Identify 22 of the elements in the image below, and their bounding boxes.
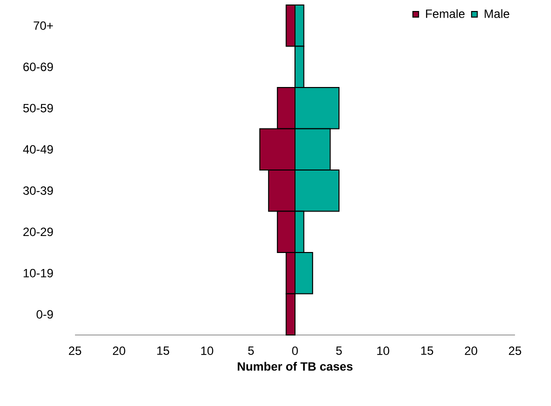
x-tick-label: 10 [201,346,214,356]
y-tick-label: 30-39 [23,186,53,195]
y-tick-label: 20-29 [23,228,53,236]
y-tick-label: 0-9 [36,310,53,319]
legend-label: Male [484,9,510,18]
y-tick-label: 60-69 [23,62,53,72]
x-tick-label: 5 [248,346,254,355]
y-tick-label: 50-59 [23,104,53,112]
x-axis-title: Number of TB cases [238,362,353,371]
x-tick-label: 20 [464,346,478,356]
y-tick-label: 70+ [34,21,53,30]
x-tick-label: 15 [157,346,170,355]
x-tick-label: 25 [68,346,82,356]
x-tick-label: 0 [292,346,298,356]
x-tick-label: 25 [508,346,522,356]
x-tick-label: 5 [336,346,342,355]
x-tick-label: 10 [377,346,390,356]
legend-label: Female [426,9,465,18]
x-tick-label: 20 [112,346,126,356]
y-tick-label: 10-19 [24,268,53,278]
y-tick-label: 40-49 [23,145,53,154]
x-tick-label: 15 [421,346,434,355]
